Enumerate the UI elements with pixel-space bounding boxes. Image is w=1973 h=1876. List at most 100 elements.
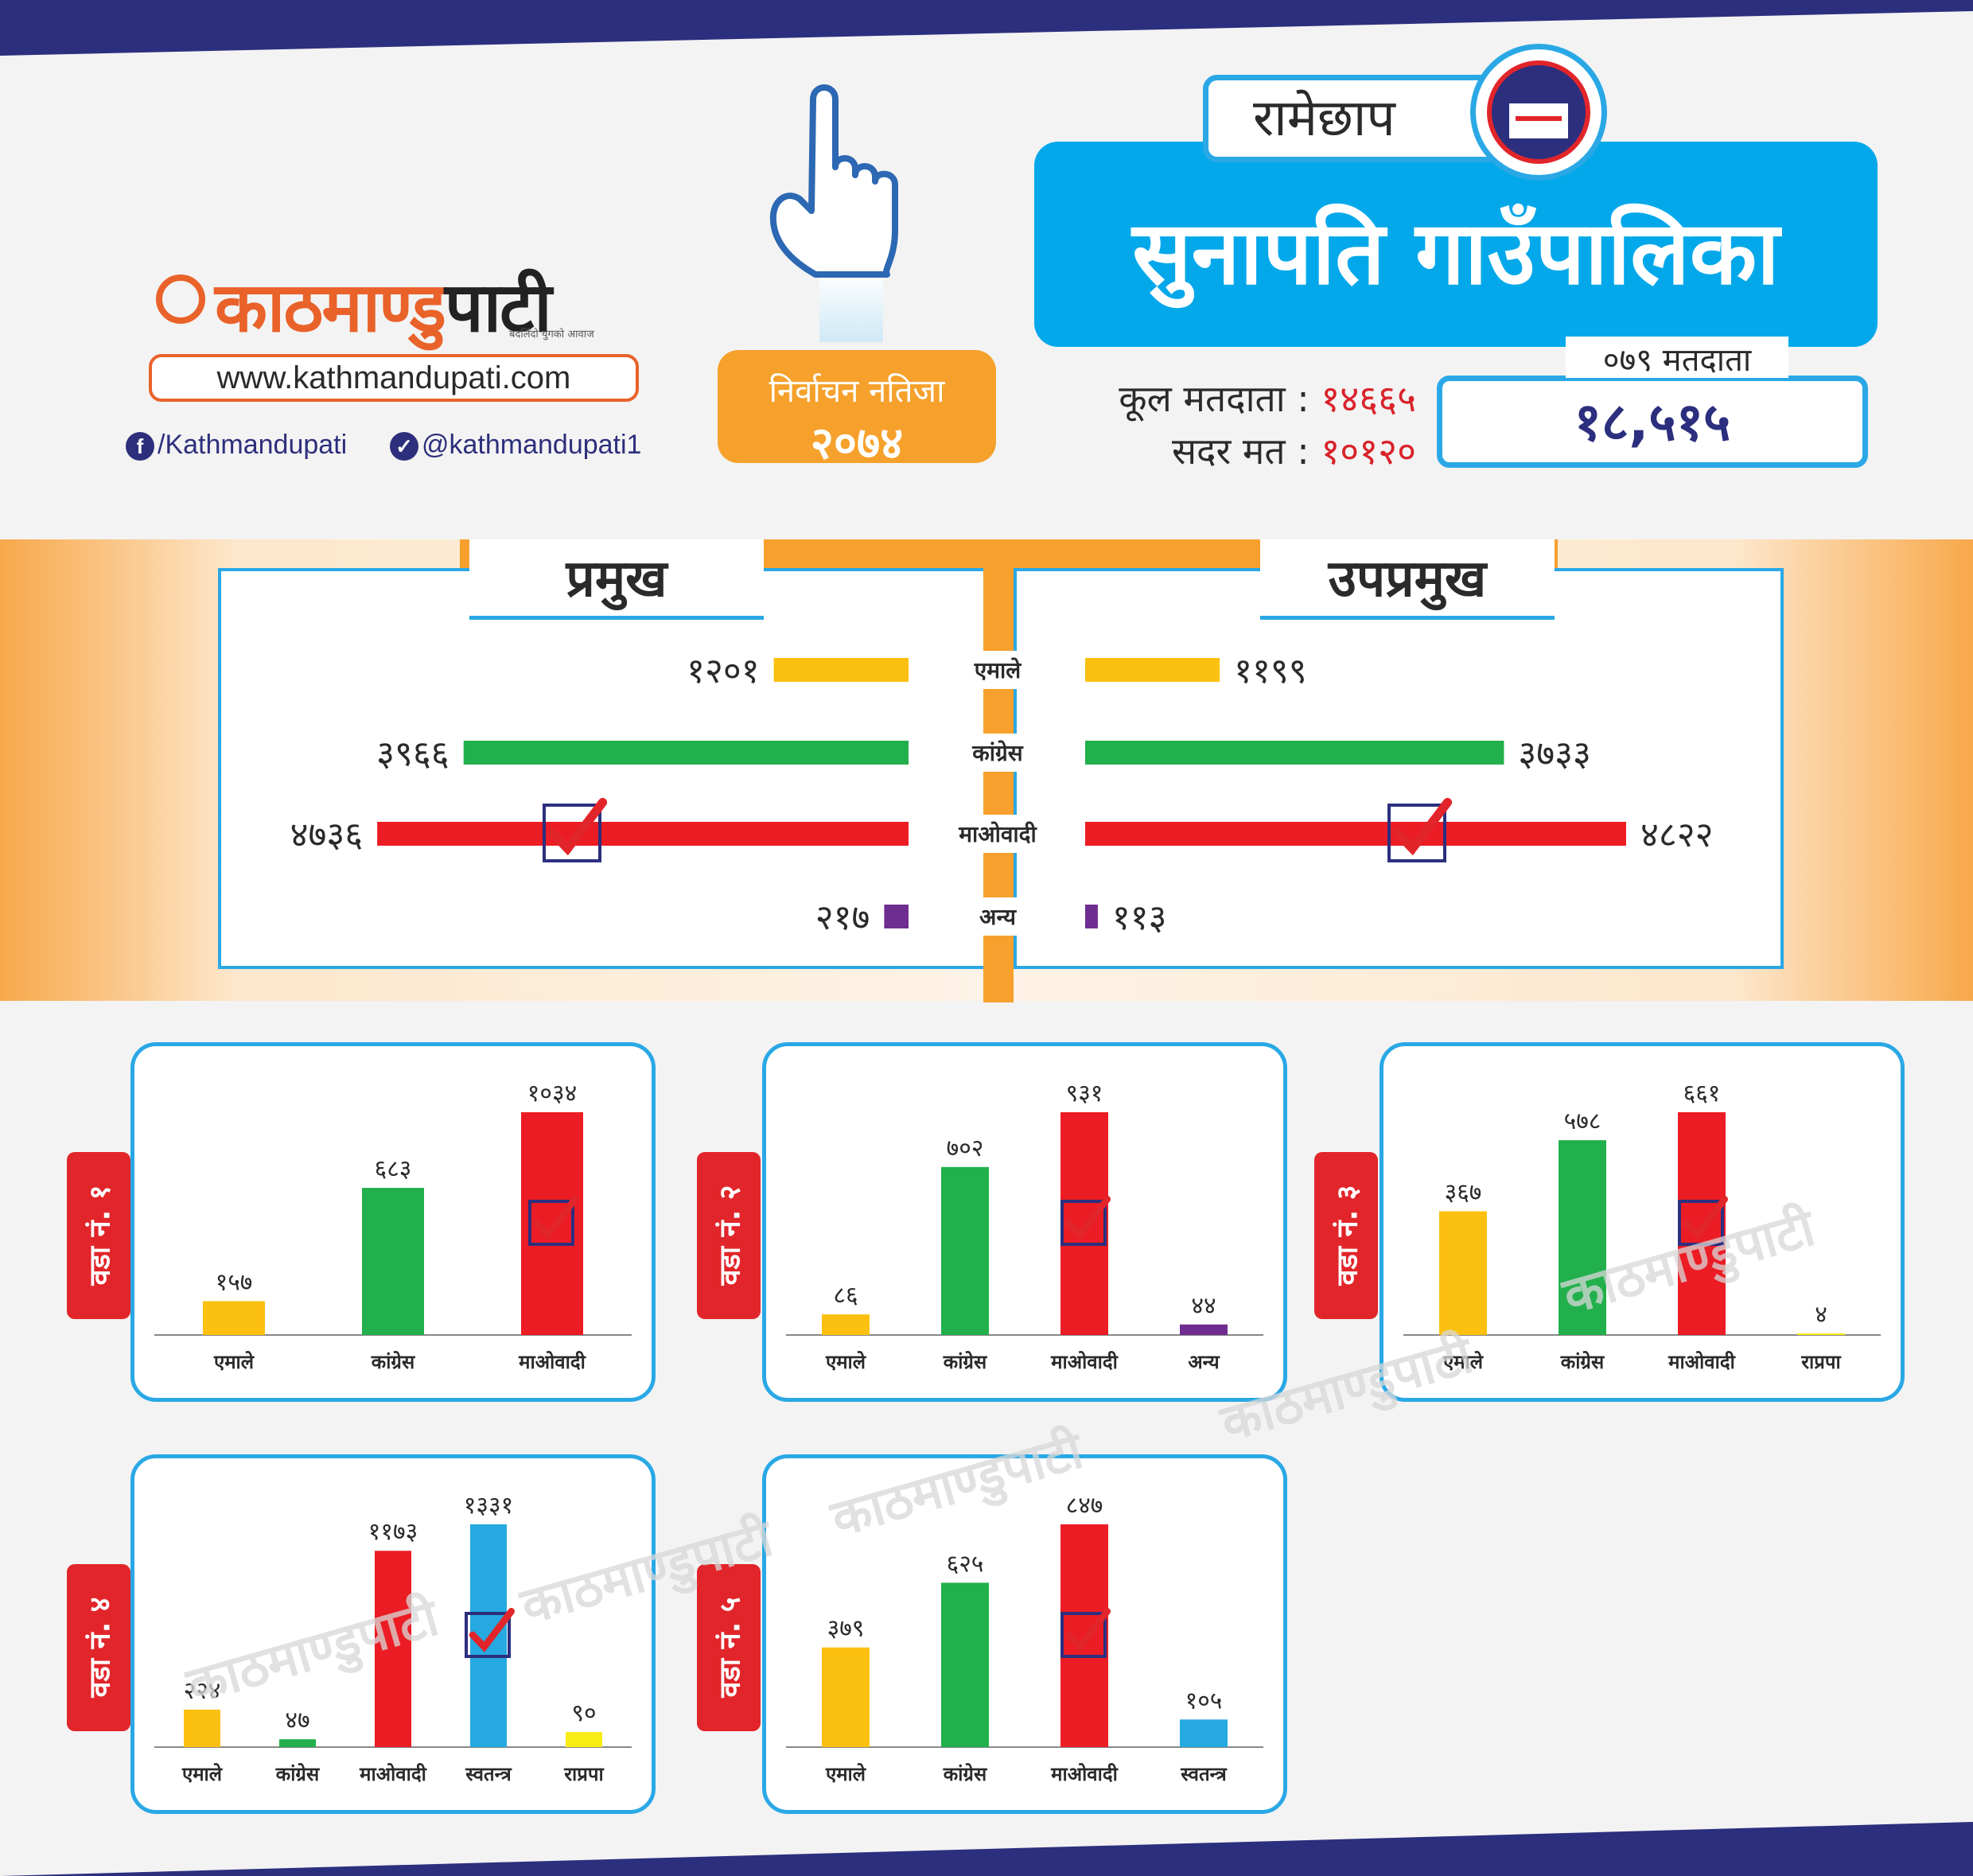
ward5-bar-1 xyxy=(941,1582,989,1747)
ward5-bar-0 xyxy=(822,1647,870,1747)
ward1-value-label-1: ६८३ xyxy=(375,1155,412,1183)
ward1-category-label-0: एमाले xyxy=(213,1351,255,1373)
ward5-tab: वडा नं. ५ xyxy=(697,1564,761,1731)
ward4-category-label-3: स्वतन्त्र xyxy=(465,1763,512,1785)
ward1-bar-1 xyxy=(362,1188,424,1335)
total-voters-value: १४६६५ xyxy=(1321,377,1416,420)
mayor-title: प्रमुख xyxy=(469,539,764,620)
ward3-category-label-0: एमाले xyxy=(1442,1351,1485,1373)
ward3-value-label-0: ३६७ xyxy=(1445,1179,1482,1207)
voters-079-label: ०७९ मतदाता xyxy=(1566,337,1788,379)
mayor-bar-1 xyxy=(463,741,909,765)
ward2-value-label-1: ७०२ xyxy=(947,1135,984,1162)
deputy-title-text: उपप्रमुख xyxy=(1328,550,1487,609)
mayor-value-label-3: २१७ xyxy=(815,897,870,938)
ballot-box-icon xyxy=(1470,44,1607,181)
mayor-panel xyxy=(218,568,1014,969)
twitter-handle: @kathmandupati1 xyxy=(422,430,642,460)
ward1-category-label-1: कांग्रेस xyxy=(371,1351,415,1373)
mayor-bar-0 xyxy=(773,658,909,682)
deputy-winner-check-icon xyxy=(1387,797,1453,862)
total-voters-label: कूल मतदाता : xyxy=(1119,377,1309,420)
ward2-card xyxy=(762,1042,1287,1402)
ward3-winner-check-icon xyxy=(1678,1195,1729,1246)
result-badge: निर्वाचन नतिजा २०७४ xyxy=(718,350,996,469)
mayor-value-label-2: ४७३६ xyxy=(290,815,364,855)
municipality-title: सुनापति गाउँपालिका xyxy=(1034,142,1878,347)
ward4-value-label-1: ४७ xyxy=(285,1707,309,1734)
website-link[interactable]: www.kathmandupati.com xyxy=(149,354,639,402)
category-label-2: माओवादी xyxy=(958,821,1037,847)
category-label-bg-0 xyxy=(939,651,1057,689)
ward3-category-label-2: माओवादी xyxy=(1668,1351,1735,1373)
mayor-value-label-1: ३९६६ xyxy=(376,734,449,774)
voters-079-value: १८,५१५ xyxy=(1437,376,1868,468)
ward3-bar-1 xyxy=(1559,1140,1606,1335)
ward1-value-label-2: १०३४ xyxy=(527,1080,577,1107)
ward5-winner-check-icon xyxy=(1060,1607,1111,1658)
deputy-bar-2 xyxy=(1085,822,1626,846)
ward5-category-label-2: माओवादी xyxy=(1050,1763,1118,1785)
valid-votes-label: सदर मत : xyxy=(1171,430,1309,473)
ward2-category-label-2: माओवादी xyxy=(1050,1351,1118,1373)
voting-hand-icon xyxy=(769,84,898,342)
ward4-category-label-1: कांग्रेस xyxy=(275,1763,320,1785)
twitter-link[interactable]: ✓ @kathmandupati1 xyxy=(390,430,641,461)
ward4-bar-2 xyxy=(375,1551,411,1747)
ward1-winner-check-icon xyxy=(528,1195,579,1246)
ward1-category-label-2: माओवादी xyxy=(518,1351,586,1373)
ward2-category-label-0: एमाले xyxy=(825,1351,867,1373)
ward3-tab: वडा नं. ३ xyxy=(1314,1152,1378,1319)
ward2-bar-1 xyxy=(941,1166,989,1335)
ward2-bar-3 xyxy=(1180,1324,1228,1335)
category-label-0: एमाले xyxy=(974,657,1022,683)
ward4-value-label-2: ११७३ xyxy=(368,1518,418,1546)
result-badge-line1: निर्वाचन नतिजा xyxy=(769,373,945,410)
deputy-bar-3 xyxy=(1085,905,1098,928)
ward2-tab: वडा नं. २ xyxy=(697,1152,761,1319)
facebook-icon: f xyxy=(126,432,154,461)
ward4-category-label-0: एमाले xyxy=(181,1763,224,1785)
ward1-bar-0 xyxy=(203,1301,265,1335)
ward3-bar-3 xyxy=(1797,1333,1845,1335)
facebook-handle: /Kathmandupati xyxy=(158,430,348,460)
ward2-category-label-1: कांग्रेस xyxy=(943,1351,987,1373)
deputy-bar-1 xyxy=(1085,741,1504,765)
ward5-category-label-1: कांग्रेस xyxy=(943,1763,987,1785)
mayor-bar-3 xyxy=(884,905,909,928)
brand-tagline: बदलिँदो युगको आवाज xyxy=(509,329,594,341)
ward5-category-label-0: एमाले xyxy=(825,1763,867,1785)
category-label-bg-3 xyxy=(939,897,1057,936)
district-label: रामेछाप xyxy=(1203,75,1505,162)
logo-icon xyxy=(156,274,205,324)
ward5-value-label-2: ८४७ xyxy=(1066,1492,1103,1520)
deputy-bar-0 xyxy=(1085,658,1220,682)
ward5-value-label-0: ३७९ xyxy=(827,1615,865,1643)
ward5-value-label-1: ६२५ xyxy=(947,1550,984,1578)
ward4-bar-4 xyxy=(566,1732,602,1747)
ward5-card xyxy=(762,1454,1287,1814)
deputy-value-label-3: ११३ xyxy=(1112,897,1167,938)
ward3-value-label-3: ४ xyxy=(1815,1301,1827,1329)
ward4-value-label-3: १३३१ xyxy=(464,1492,513,1520)
ward2-category-label-3: अन्य xyxy=(1188,1351,1220,1373)
ward4-tab: वडा नं. ४ xyxy=(67,1564,130,1731)
ward4-value-label-0: २२४ xyxy=(184,1677,221,1705)
ward5-value-label-3: १०५ xyxy=(1185,1687,1223,1714)
ward3-category-label-1: कांग्रेस xyxy=(1560,1351,1605,1373)
ward4-category-label-4: राप्रपा xyxy=(563,1763,604,1785)
voters-summary: कूल मतदाता : १४६६५ सदर मत : १०१२० xyxy=(1030,372,1416,477)
ward2-value-label-0: ८६ xyxy=(833,1282,858,1310)
category-label-1: कांग्रेस xyxy=(971,740,1024,766)
brand-logo: काठमाण्डुपाटी xyxy=(151,259,552,352)
ward5-bar-3 xyxy=(1180,1719,1228,1747)
category-label-bg-2 xyxy=(939,815,1057,853)
facebook-link[interactable]: f/Kathmandupati xyxy=(126,430,347,461)
ward2-value-label-2: ९३१ xyxy=(1066,1080,1103,1107)
category-label-3: अन्य xyxy=(979,904,1018,930)
deputy-value-label-0: ११९९ xyxy=(1234,651,1307,691)
mayor-winner-check-icon xyxy=(543,797,608,862)
ward4-bar-1 xyxy=(279,1739,316,1747)
deputy-value-label-2: ४८२२ xyxy=(1640,815,1714,855)
